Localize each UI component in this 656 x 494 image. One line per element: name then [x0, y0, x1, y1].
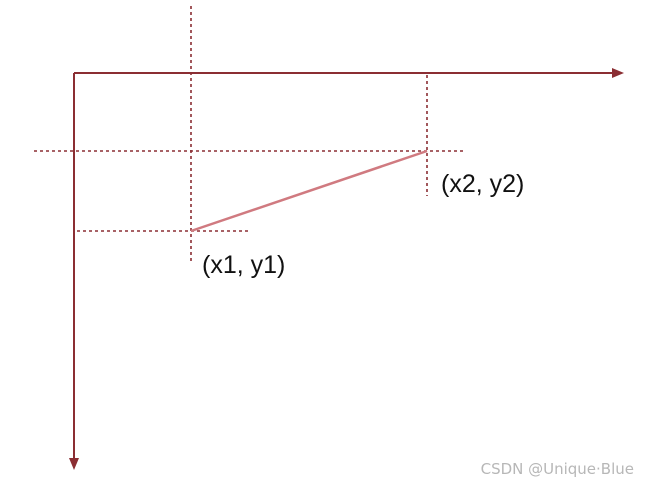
- point-1-label: (x1, y1): [202, 251, 285, 279]
- watermark: CSDN @Unique·Blue: [480, 460, 634, 478]
- line-segment: [190, 149, 428, 233]
- x-axis-arrowhead: [612, 68, 624, 78]
- y-axis-arrowhead: [69, 458, 79, 470]
- point-2-label: (x2, y2): [441, 170, 524, 198]
